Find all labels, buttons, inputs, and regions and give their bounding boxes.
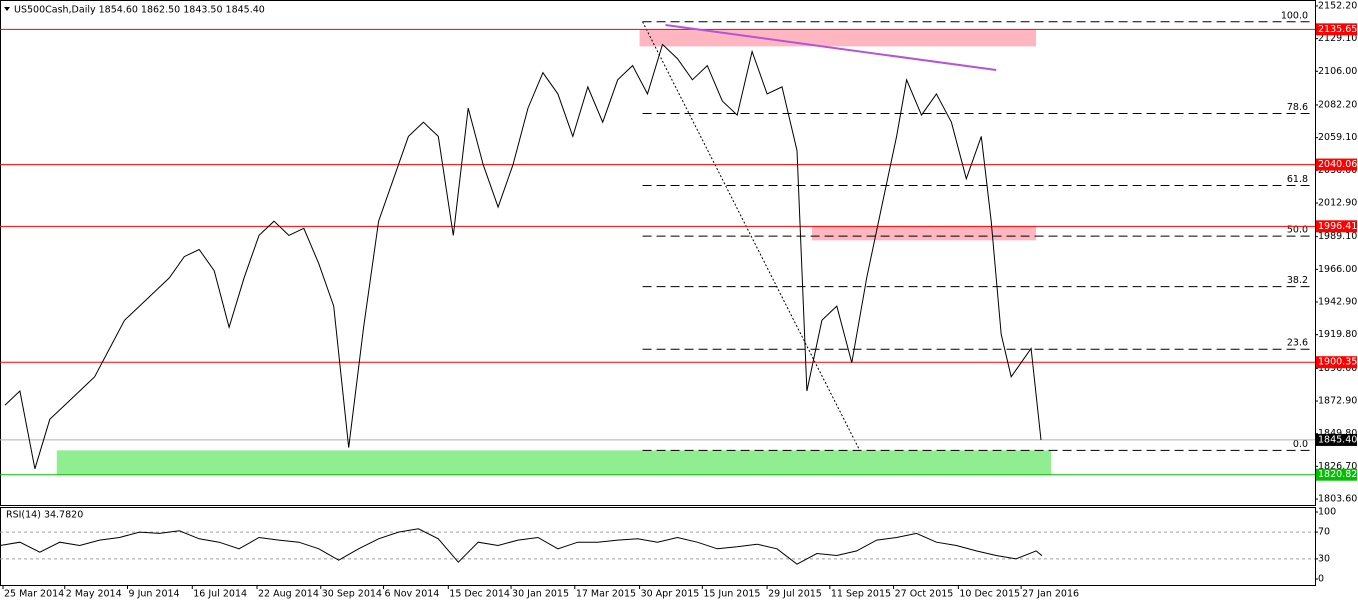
y-tick-label: 70 xyxy=(1318,527,1330,538)
fib-label: 23.6 xyxy=(1287,338,1308,349)
x-tick-label: 6 Nov 2014 xyxy=(385,589,440,600)
y-tick-label: 1919.80 xyxy=(1318,329,1357,340)
last-price-box xyxy=(1316,433,1357,446)
y-tick-label: 2059.10 xyxy=(1318,132,1357,143)
x-tick-label: 22 Aug 2014 xyxy=(258,589,319,600)
x-tick-label: 15 Dec 2014 xyxy=(449,589,510,600)
support-label: 1820.82 xyxy=(1318,469,1357,480)
y-tick-label: 1896.00 xyxy=(1318,363,1357,374)
retracement-line xyxy=(642,21,861,451)
level-box xyxy=(1316,356,1357,369)
zone xyxy=(56,450,1052,475)
y-tick-label: 2106.00 xyxy=(1318,66,1357,77)
level-box xyxy=(1316,158,1357,171)
x-tick-label: 9 Jun 2014 xyxy=(129,589,180,600)
level-label: 1996.41 xyxy=(1318,221,1357,232)
zone xyxy=(811,226,1037,241)
y-tick-label: 1966.00 xyxy=(1318,264,1357,275)
menu-triangle xyxy=(4,7,10,11)
level-label: 2135.65 xyxy=(1318,24,1357,35)
support-box xyxy=(1316,468,1357,481)
y-tick-label: 1989.10 xyxy=(1318,231,1357,242)
x-tick-label: 16 Jul 2014 xyxy=(193,589,247,600)
y-tick-label: 1942.90 xyxy=(1318,297,1357,308)
y-tick-label: 1803.60 xyxy=(1318,494,1357,505)
x-tick-label: 25 Mar 2014 xyxy=(4,589,64,600)
y-tick-label: 2152.20 xyxy=(1318,0,1357,11)
x-tick-label: 10 Dec 2015 xyxy=(959,589,1020,600)
x-tick-label: 27 Jan 2016 xyxy=(1022,589,1079,600)
fib-label: 38.2 xyxy=(1287,275,1308,286)
price-line xyxy=(4,43,1042,469)
x-tick-label: 15 Jun 2015 xyxy=(703,589,760,600)
trendline xyxy=(665,24,997,72)
fib-label: 78.6 xyxy=(1287,102,1308,113)
fib-label: 0.0 xyxy=(1293,439,1308,450)
rsi-title: RSI(14) 34.7820 xyxy=(6,510,83,521)
chart-title: US500Cash,Daily 1854.60 1862.50 1843.50 … xyxy=(14,5,265,16)
price-frame xyxy=(0,0,1316,506)
fib-label: 50.0 xyxy=(1287,225,1308,236)
zone xyxy=(639,29,1037,47)
last-price-label: 1845.40 xyxy=(1318,434,1357,445)
y-tick-label: 2012.90 xyxy=(1318,197,1357,208)
y-tick-label: 0 xyxy=(1318,573,1324,584)
level-box xyxy=(1316,23,1357,36)
level-box xyxy=(1316,220,1357,233)
y-tick-label: 1849.80 xyxy=(1318,428,1357,439)
rsi-frame xyxy=(0,507,1316,586)
x-tick-label: 30 Apr 2015 xyxy=(641,589,700,600)
y-tick-label: 2082.20 xyxy=(1318,99,1357,110)
fib-label: 61.8 xyxy=(1287,174,1308,185)
y-tick-label: 100 xyxy=(1318,507,1336,518)
x-tick-label: 30 Jan 2015 xyxy=(512,589,569,600)
x-tick-label: 2 May 2014 xyxy=(66,589,122,600)
x-tick-label: 17 Mar 2015 xyxy=(576,589,636,600)
x-tick-label: 11 Sep 2015 xyxy=(831,589,891,600)
fib-label: 100.0 xyxy=(1281,10,1308,21)
y-tick-label: 1872.90 xyxy=(1318,396,1357,407)
rsi-line xyxy=(0,528,1043,565)
y-tick-label: 30 xyxy=(1318,553,1330,564)
level-label: 2040.06 xyxy=(1318,159,1357,170)
y-tick-label: 1826.70 xyxy=(1318,461,1357,472)
x-tick-label: 27 Oct 2015 xyxy=(895,589,954,600)
level-label: 1900.35 xyxy=(1318,357,1357,368)
x-tick-label: 29 Jul 2015 xyxy=(768,589,822,600)
x-tick-label: 30 Sep 2014 xyxy=(322,589,382,600)
y-tick-label: 2129.10 xyxy=(1318,33,1357,44)
